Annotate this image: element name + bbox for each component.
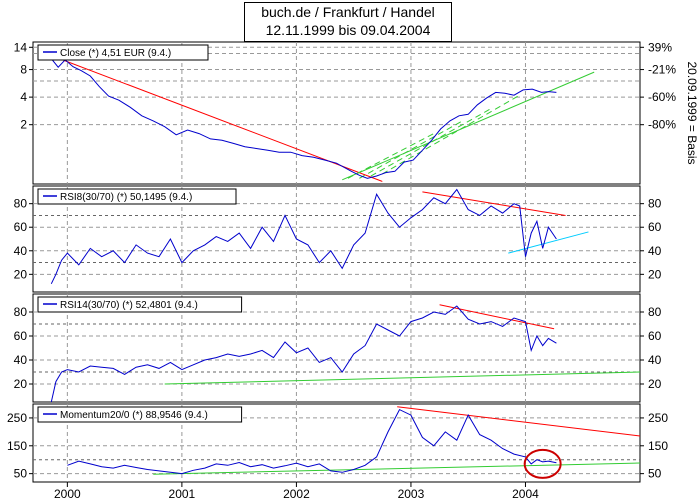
y-tick-label-left: 40 bbox=[14, 244, 28, 258]
y-tick-label-right: 80 bbox=[648, 197, 662, 211]
legend-label: RSI8(30/70) (*) 50,1495 (9.4.) bbox=[60, 192, 192, 203]
highlight-circle bbox=[523, 448, 562, 479]
y-tick-label-right: 50 bbox=[648, 467, 662, 481]
trendline bbox=[347, 133, 435, 179]
y-tick-label-left: 150 bbox=[7, 439, 27, 453]
y-tick-label-right: -80% bbox=[648, 118, 676, 132]
y-tick-label-right: 150 bbox=[648, 439, 668, 453]
x-tick-label: 2002 bbox=[283, 487, 310, 500]
y-tick-label-left: 8 bbox=[20, 63, 27, 77]
chart-title-box: buch.de / Frankfurt / Handel 12.11.1999 … bbox=[244, 2, 452, 42]
series-line bbox=[67, 408, 557, 475]
trendline bbox=[397, 406, 640, 437]
series-line bbox=[50, 305, 557, 402]
y-tick-label-left: 60 bbox=[14, 220, 28, 234]
y-tick-label-left: 50 bbox=[14, 467, 28, 481]
y-tick-label-right: 39% bbox=[648, 40, 672, 54]
legend-label: Momentum20/0 (*) 88,9546 (9.4.) bbox=[60, 410, 208, 421]
x-tick-label: 2003 bbox=[398, 487, 425, 500]
panel-price: 14 39% 8 -21% 4 -60% 2 -80% Close (*) 4,51 EUR (… bbox=[14, 40, 676, 185]
y-tick-label-right: 60 bbox=[648, 220, 662, 234]
legend-box bbox=[37, 406, 243, 423]
panel-rsi8: 80 80 60 60 40 40 20 20 RSI8(30/70) (*) 50,1495 … bbox=[14, 185, 662, 293]
right-axis-label: 20.09.1999 = Basis bbox=[685, 61, 699, 164]
y-tick-label-right: 60 bbox=[648, 329, 662, 343]
x-tick-label: 2004 bbox=[512, 487, 539, 500]
legend-box bbox=[37, 44, 209, 61]
y-tick-label-left: 4 bbox=[20, 90, 27, 104]
trendline bbox=[370, 108, 492, 177]
series-line bbox=[50, 188, 557, 285]
legend-box bbox=[37, 296, 243, 313]
y-tick-label-left: 80 bbox=[14, 305, 28, 319]
x-tick-label: 2001 bbox=[169, 487, 196, 500]
trendline bbox=[422, 191, 566, 216]
trendline bbox=[153, 462, 640, 475]
y-tick-label-right: -60% bbox=[648, 90, 676, 104]
y-tick-label-left: 20 bbox=[14, 377, 28, 391]
panel-rsi14: 80 80 60 60 40 40 20 20 RSI14(30/70) (*) 52,4801… bbox=[14, 293, 662, 403]
legend-label: Close (*) 4,51 EUR (9.4.) bbox=[60, 48, 171, 59]
y-tick-label-left: 14 bbox=[14, 40, 28, 54]
y-tick-label-left: 20 bbox=[14, 267, 28, 281]
panel-momentum: 250 250 150 150 50 50 Momentum20/0 (*) 88,9546… bbox=[7, 403, 668, 483]
y-tick-label-right: 80 bbox=[648, 305, 662, 319]
chart-title: buch.de / Frankfurt / Handel bbox=[261, 4, 435, 20]
trendline bbox=[342, 71, 595, 181]
panel-frame bbox=[32, 41, 641, 185]
y-tick-label-right: -21% bbox=[648, 63, 676, 77]
y-tick-label-left: 40 bbox=[14, 353, 28, 367]
y-tick-label-right: 20 bbox=[648, 267, 662, 281]
y-tick-label-right: 20 bbox=[648, 377, 662, 391]
x-tick-label: 2000 bbox=[54, 487, 81, 500]
y-tick-label-left: 80 bbox=[14, 197, 28, 211]
legend-label: RSI14(30/70) (*) 52,4801 (9.4.) bbox=[60, 300, 198, 311]
trendline bbox=[508, 231, 589, 254]
series-line bbox=[50, 58, 557, 179]
chart-subtitle: 12.11.1999 bis 09.04.2004 bbox=[265, 22, 431, 38]
y-tick-label-left: 250 bbox=[7, 411, 27, 425]
legend-box bbox=[37, 188, 237, 205]
y-tick-label-left: 60 bbox=[14, 329, 28, 343]
y-tick-label-right: 40 bbox=[648, 244, 662, 258]
y-tick-label-right: 250 bbox=[648, 411, 668, 425]
trendline bbox=[164, 371, 640, 385]
trendline bbox=[382, 94, 520, 175]
y-tick-label-left: 2 bbox=[20, 118, 27, 132]
y-tick-label-right: 40 bbox=[648, 353, 662, 367]
